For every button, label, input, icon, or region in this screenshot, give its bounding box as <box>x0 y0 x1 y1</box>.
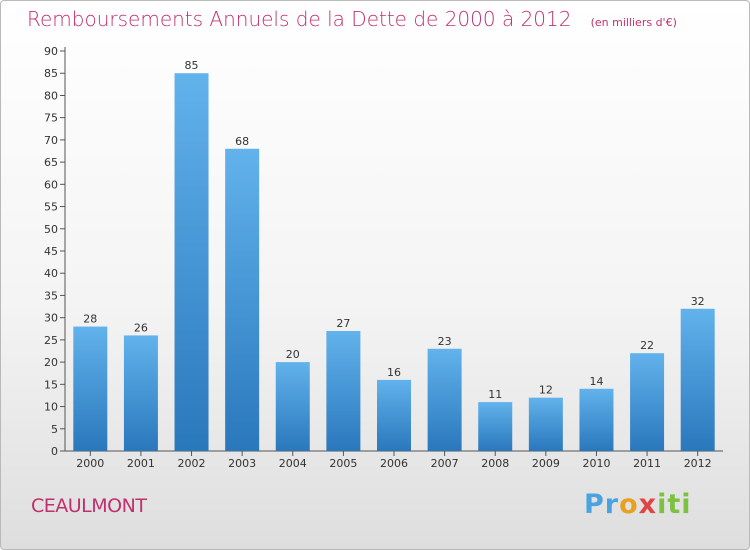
bar <box>377 379 411 451</box>
y-tick-label: 45 <box>44 245 58 258</box>
x-tick-label: 2011 <box>633 457 661 470</box>
logo-part-4: iti <box>657 489 692 520</box>
bar <box>123 335 158 451</box>
x-tick-label: 2010 <box>582 457 610 470</box>
y-tick-label: 0 <box>51 445 58 458</box>
bar <box>630 353 665 451</box>
bar <box>225 148 260 451</box>
y-tick-label: 80 <box>44 89 58 102</box>
bar <box>427 348 462 451</box>
title-row: Remboursements Annuels de la Dette de 20… <box>27 7 677 31</box>
y-tick-label: 85 <box>44 67 58 80</box>
y-tick-label: 20 <box>44 356 58 369</box>
logo-part-3: x <box>638 489 658 520</box>
x-tick-label: 2003 <box>228 457 256 470</box>
y-tick-label: 40 <box>44 267 58 280</box>
chart-title: Remboursements Annuels de la Dette de 20… <box>27 7 572 31</box>
data-label: 16 <box>387 366 401 379</box>
y-tick-label: 50 <box>44 223 58 236</box>
bar <box>579 388 614 451</box>
bar <box>680 308 715 451</box>
x-tick-label: 2005 <box>329 457 357 470</box>
y-tick-label: 75 <box>44 112 58 125</box>
commune-name: CEAULMONT <box>31 495 147 517</box>
bar <box>73 326 108 451</box>
data-label: 28 <box>83 313 97 326</box>
bar <box>326 331 361 451</box>
data-label: 26 <box>134 321 148 334</box>
y-tick-label: 25 <box>44 334 58 347</box>
y-tick-label: 5 <box>51 423 58 436</box>
y-tick-label: 10 <box>44 401 58 414</box>
x-tick-label: 2012 <box>684 457 712 470</box>
x-tick-label: 2009 <box>532 457 560 470</box>
x-tick-label: 2000 <box>76 457 104 470</box>
y-tick-label: 15 <box>44 378 58 391</box>
bar <box>275 362 310 451</box>
y-tick-label: 60 <box>44 178 58 191</box>
x-tick-label: 2008 <box>481 457 509 470</box>
bar <box>174 73 209 451</box>
proxiti-logo[interactable]: Proxiti <box>584 489 692 520</box>
y-tick-label: 90 <box>44 45 58 58</box>
chart-unit-label: (en milliers d'€) <box>590 16 677 29</box>
data-label: 14 <box>589 375 603 388</box>
data-label: 23 <box>438 335 452 348</box>
x-tick-label: 2002 <box>178 457 206 470</box>
x-tick-label: 2001 <box>127 457 155 470</box>
data-label: 22 <box>640 339 654 352</box>
x-tick-label: 2007 <box>431 457 459 470</box>
logo-part-2: o <box>619 489 639 520</box>
x-tick-label: 2006 <box>380 457 408 470</box>
data-label: 11 <box>488 388 502 401</box>
logo-part-1: Pr <box>584 489 620 520</box>
data-label: 32 <box>691 295 705 308</box>
y-tick-label: 70 <box>44 134 58 147</box>
y-tick-label: 30 <box>44 312 58 325</box>
data-label: 85 <box>185 59 199 72</box>
x-tick-label: 2004 <box>279 457 307 470</box>
y-tick-label: 55 <box>44 201 58 214</box>
y-tick-label: 65 <box>44 156 58 169</box>
y-tick-label: 35 <box>44 289 58 302</box>
data-label: 20 <box>286 348 300 361</box>
bar <box>528 397 563 451</box>
bar <box>478 402 513 451</box>
data-label: 12 <box>539 384 553 397</box>
data-label: 68 <box>235 135 249 148</box>
data-label: 27 <box>336 317 350 330</box>
